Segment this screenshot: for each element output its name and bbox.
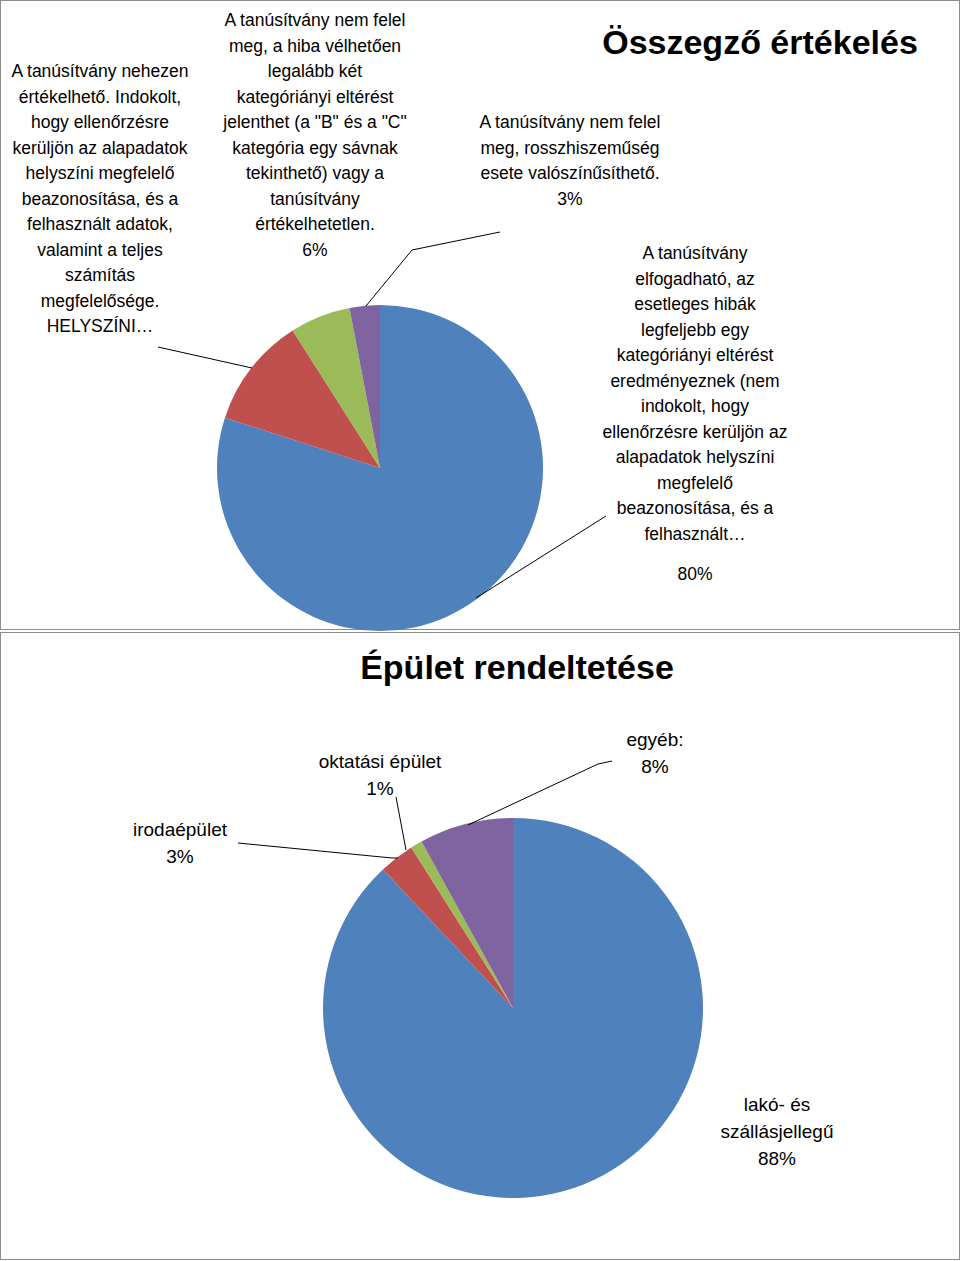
pie-slice xyxy=(217,305,543,631)
label-line: felhasznált adatok, xyxy=(27,214,173,234)
label-line: kategóriányi eltérést xyxy=(237,87,394,107)
leader-line xyxy=(158,347,252,368)
label-line: oktatási épület xyxy=(319,751,442,772)
label-line: valamint a teljes xyxy=(37,240,163,260)
label-line: A tanúsítvány nem felel xyxy=(480,112,661,132)
label-line: eredményeznek (nem xyxy=(610,371,779,391)
label-line: hogy ellenőrzésre xyxy=(31,112,169,132)
pie-slice xyxy=(323,818,703,1198)
label-line: legfeljebb egy xyxy=(641,320,749,340)
labels: A tanúsítvány elfogadható, az esetleges hi… xyxy=(11,10,787,598)
label-line: legalább két xyxy=(268,61,363,81)
label-line: beazonosítása, és a xyxy=(22,189,179,209)
label-line: HELYSZÍNI… xyxy=(47,316,154,336)
label-line: értékelhetetlen. xyxy=(255,214,375,234)
label-line: tekinthető) vagy a xyxy=(246,163,384,183)
category-label: irodaépület xyxy=(133,819,228,840)
label-line: kategória egy sávnak xyxy=(232,138,398,158)
label-line: egyéb: xyxy=(626,729,683,750)
label-line: alapadatok helyszíni xyxy=(616,447,775,467)
pie-chart: Összegző értékelés A tanúsítvány elfogadha… xyxy=(1,1,960,632)
category-label: oktatási épület xyxy=(319,751,442,772)
label-line: kerüljön az alapadatok xyxy=(12,138,187,158)
label-line: számítás xyxy=(65,265,135,285)
data-label: 3% xyxy=(166,846,194,867)
category-label: egyéb: xyxy=(626,729,683,750)
chart-frame xyxy=(1,633,960,1260)
label-line: megfelelősége. xyxy=(41,291,160,311)
page: Összegző értékelés A tanúsítvány elfogadha… xyxy=(0,0,960,1261)
leader-line xyxy=(476,516,606,598)
label-line: indokolt, hogy xyxy=(641,396,749,416)
leader-line xyxy=(468,761,612,825)
label-line: esete valószínűsíthető. xyxy=(481,163,660,183)
data-label: 88% xyxy=(758,1148,796,1169)
leader-line xyxy=(238,843,398,858)
slices xyxy=(217,305,543,631)
label-line: felhasznált… xyxy=(644,524,745,544)
pie-slice xyxy=(349,305,380,468)
slices xyxy=(323,818,703,1198)
label-line: kategóriányi eltérést xyxy=(617,345,774,365)
label-line: tanúsítvány xyxy=(270,189,360,209)
label-line: helyszíni megfelelő xyxy=(26,163,175,183)
label-line: lakó- és xyxy=(744,1094,811,1115)
label-line: ellenőrzésre kerüljön az xyxy=(603,422,788,442)
data-label: 1% xyxy=(366,778,394,799)
data-label: 8% xyxy=(641,756,669,777)
label-line: esetleges hibák xyxy=(634,294,756,314)
leader-line xyxy=(396,797,406,850)
category-label: A tanúsítvány nem felel meg, a hiba vélhe… xyxy=(222,10,406,234)
label-line: A tanúsítvány xyxy=(642,243,747,263)
labels: lakó- és szállásjellegű 88% irodaépület 3% ok… xyxy=(133,729,834,1169)
chart-title: Összegző értékelés xyxy=(602,23,918,61)
category-label: A tanúsítvány nem felel meg, rosszhiszemű… xyxy=(480,112,661,183)
label-line: A tanúsítvány nehezen xyxy=(11,61,188,81)
label-line: beazonosítása, és a xyxy=(617,498,774,518)
leader-line xyxy=(366,232,500,306)
label-line: megfelelő xyxy=(657,473,733,493)
data-label: 3% xyxy=(557,189,582,209)
category-label: A tanúsítvány elfogadható, az esetleges hi… xyxy=(603,243,788,544)
pie-chart: Épület rendeltetése lakó- és szállásjelleg… xyxy=(1,633,960,1260)
data-label: 80% xyxy=(677,564,712,584)
chart-title: Épület rendeltetése xyxy=(360,648,674,686)
category-label: lakó- és szállásjellegű xyxy=(720,1094,833,1142)
label-line: meg, a hiba vélhetően xyxy=(229,36,401,56)
label-line: jelenthet (a "B" és a "C" xyxy=(222,112,406,132)
label-line: értékelhető. Indokolt, xyxy=(19,87,181,107)
pie-slice xyxy=(421,818,513,1008)
label-line: elfogadható, az xyxy=(635,269,755,289)
label-line: A tanúsítvány nem felel xyxy=(225,10,406,30)
data-label: 6% xyxy=(302,240,327,260)
label-line: szállásjellegű xyxy=(720,1121,833,1142)
category-label: A tanúsítvány nehezen értékelhető. Indoko… xyxy=(11,61,188,336)
label-line: irodaépület xyxy=(133,819,228,840)
label-line: meg, rosszhiszeműség xyxy=(481,138,660,158)
